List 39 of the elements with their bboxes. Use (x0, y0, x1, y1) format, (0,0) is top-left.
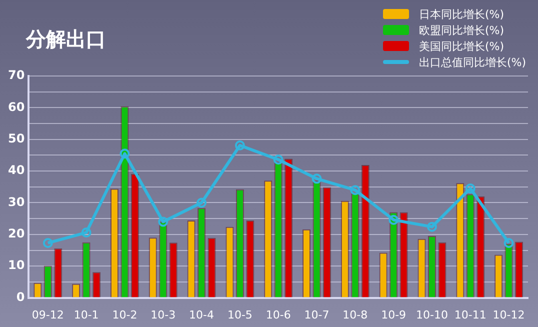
x-tick-label: 10-6 (266, 308, 291, 322)
point (350, 185, 360, 196)
point (234, 140, 245, 150)
y-tick-label: 60 (8, 100, 25, 114)
y-tick-label: 0 (16, 290, 25, 304)
y-tick-label: 10 (8, 258, 25, 272)
point (426, 222, 437, 232)
point (465, 183, 476, 194)
point (81, 228, 92, 238)
x-tick-label: 10-5 (227, 308, 252, 322)
chart-title: 分解出口 (26, 26, 106, 53)
y-tick-label: 20 (8, 226, 25, 241)
point (312, 174, 322, 184)
point (196, 198, 207, 208)
y-tick-label: 40 (8, 163, 25, 178)
point (273, 154, 284, 165)
x-tick-label: 10-12 (492, 308, 525, 322)
y-tick-label: 70 (8, 68, 25, 82)
x-tick-label: 10-11 (454, 308, 486, 322)
y-tick-label: 30 (8, 194, 25, 209)
point (120, 148, 130, 159)
x-tick-label: 10-9 (381, 308, 406, 322)
point (42, 238, 53, 248)
x-tick-label: 10-4 (189, 308, 214, 322)
point (388, 214, 399, 225)
x-tick-label: 10-7 (304, 308, 330, 322)
x-tick-label: 10-10 (416, 308, 448, 322)
x-tick-label: 09-12 (32, 308, 64, 322)
x-tick-label: 10-2 (112, 308, 138, 322)
legend-label: 美国同比增长(%) (418, 38, 504, 54)
point (504, 238, 514, 248)
x-tick-label: 10-1 (74, 308, 99, 322)
x-tick-label: 10-8 (342, 308, 368, 322)
x-tick-label: 10-3 (150, 308, 176, 322)
legend-label: 欧盟同比增长(%) (418, 22, 504, 38)
y-tick-label: 50 (8, 131, 25, 146)
point (158, 216, 168, 227)
legend-label: 出口总值同比增长(%) (418, 54, 526, 70)
legend-label: 日本同比增长(%) (418, 6, 504, 22)
